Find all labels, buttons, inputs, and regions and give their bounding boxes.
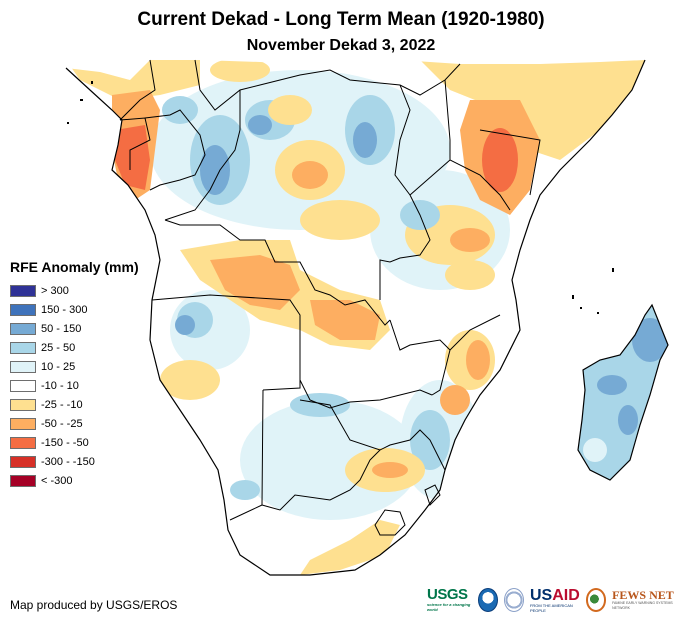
legend-swatch (10, 455, 36, 468)
anomaly-area (160, 360, 220, 400)
legend-swatch (10, 398, 36, 411)
anomaly-area (210, 255, 300, 310)
legend-swatch (10, 436, 36, 449)
legend-swatch (10, 417, 36, 430)
legend-item: 150 - 300 (10, 300, 139, 319)
anomaly-area (248, 115, 272, 135)
anomaly-area (482, 128, 518, 192)
anomaly-area (372, 462, 408, 478)
anomaly-area (440, 385, 470, 415)
legend-item: > 300 (10, 281, 139, 300)
anomaly-area (466, 340, 490, 380)
anomaly-area (310, 300, 380, 340)
legend-swatch (10, 360, 36, 373)
madagascar (577, 303, 669, 481)
islands (67, 81, 614, 314)
anomaly-area (230, 480, 260, 500)
usaid-logo: USAID FROM THE AMERICAN PEOPLE (529, 586, 580, 613)
legend-item: < -300 (10, 471, 139, 490)
legend-item: 10 - 25 (10, 357, 139, 376)
partner-logos: USGS science for a changing world USAID … (427, 585, 677, 615)
legend-label: 25 - 50 (41, 341, 76, 354)
legend-item: -10 - 10 (10, 376, 139, 395)
anomaly-area (300, 200, 380, 240)
legend-label: 150 - 300 (41, 303, 88, 316)
legend-swatch (10, 379, 36, 392)
legend-title: RFE Anomaly (mm) (10, 259, 139, 275)
anomaly-area (420, 60, 645, 160)
legend-swatch (10, 474, 36, 487)
legend-swatch (10, 303, 36, 316)
fews-globe-icon (585, 588, 607, 612)
credit-text: Map produced by USGS/EROS (10, 598, 178, 612)
coastline (65, 59, 646, 576)
legend-label: < -300 (41, 474, 73, 487)
usgs-logo: USGS science for a changing world (427, 586, 471, 612)
usaid-seal-icon (503, 588, 524, 612)
anomaly-area (290, 393, 350, 417)
anomaly-area (175, 315, 195, 335)
legend-item: -50 - -25 (10, 414, 139, 433)
legend-label: -150 - -50 (41, 436, 89, 449)
anomaly-area (292, 161, 328, 189)
map-subtitle: November Dekad 3, 2022 (246, 37, 436, 54)
country-borders (119, 59, 541, 536)
map-title: Current Dekad - Long Term Mean (1920-198… (137, 9, 545, 30)
fewsnet-logo: FEWS NET FAMINE EARLY WARNING SYSTEMS NE… (612, 588, 674, 610)
legend: RFE Anomaly (mm) > 300 150 - 300 50 - 150 2… (10, 259, 139, 490)
anomaly-area (268, 95, 312, 125)
anomaly-area (445, 260, 495, 290)
legend-label: -300 - -150 (41, 455, 95, 468)
legend-label: 10 - 25 (41, 360, 76, 373)
legend-label: 50 - 150 (41, 322, 82, 335)
legend-item: -300 - -150 (10, 452, 139, 471)
legend-label: -50 - -25 (41, 417, 83, 430)
legend-swatch (10, 284, 36, 297)
legend-label: -25 - -10 (41, 398, 83, 411)
anomaly-area (450, 228, 490, 252)
legend-item: -25 - -10 (10, 395, 139, 414)
anomaly-area (210, 60, 270, 82)
noaa-logo (478, 588, 498, 612)
legend-item: 50 - 150 (10, 319, 139, 338)
anomaly-area (353, 122, 377, 158)
legend-label: > 300 (41, 284, 69, 297)
anomaly-area (200, 145, 230, 195)
legend-label: -10 - 10 (41, 379, 79, 392)
anomaly-area (300, 520, 400, 575)
legend-item: -150 - -50 (10, 433, 139, 452)
legend-swatch (10, 341, 36, 354)
legend-swatch (10, 322, 36, 335)
anomaly-area (115, 125, 150, 190)
legend-item: 25 - 50 (10, 338, 139, 357)
